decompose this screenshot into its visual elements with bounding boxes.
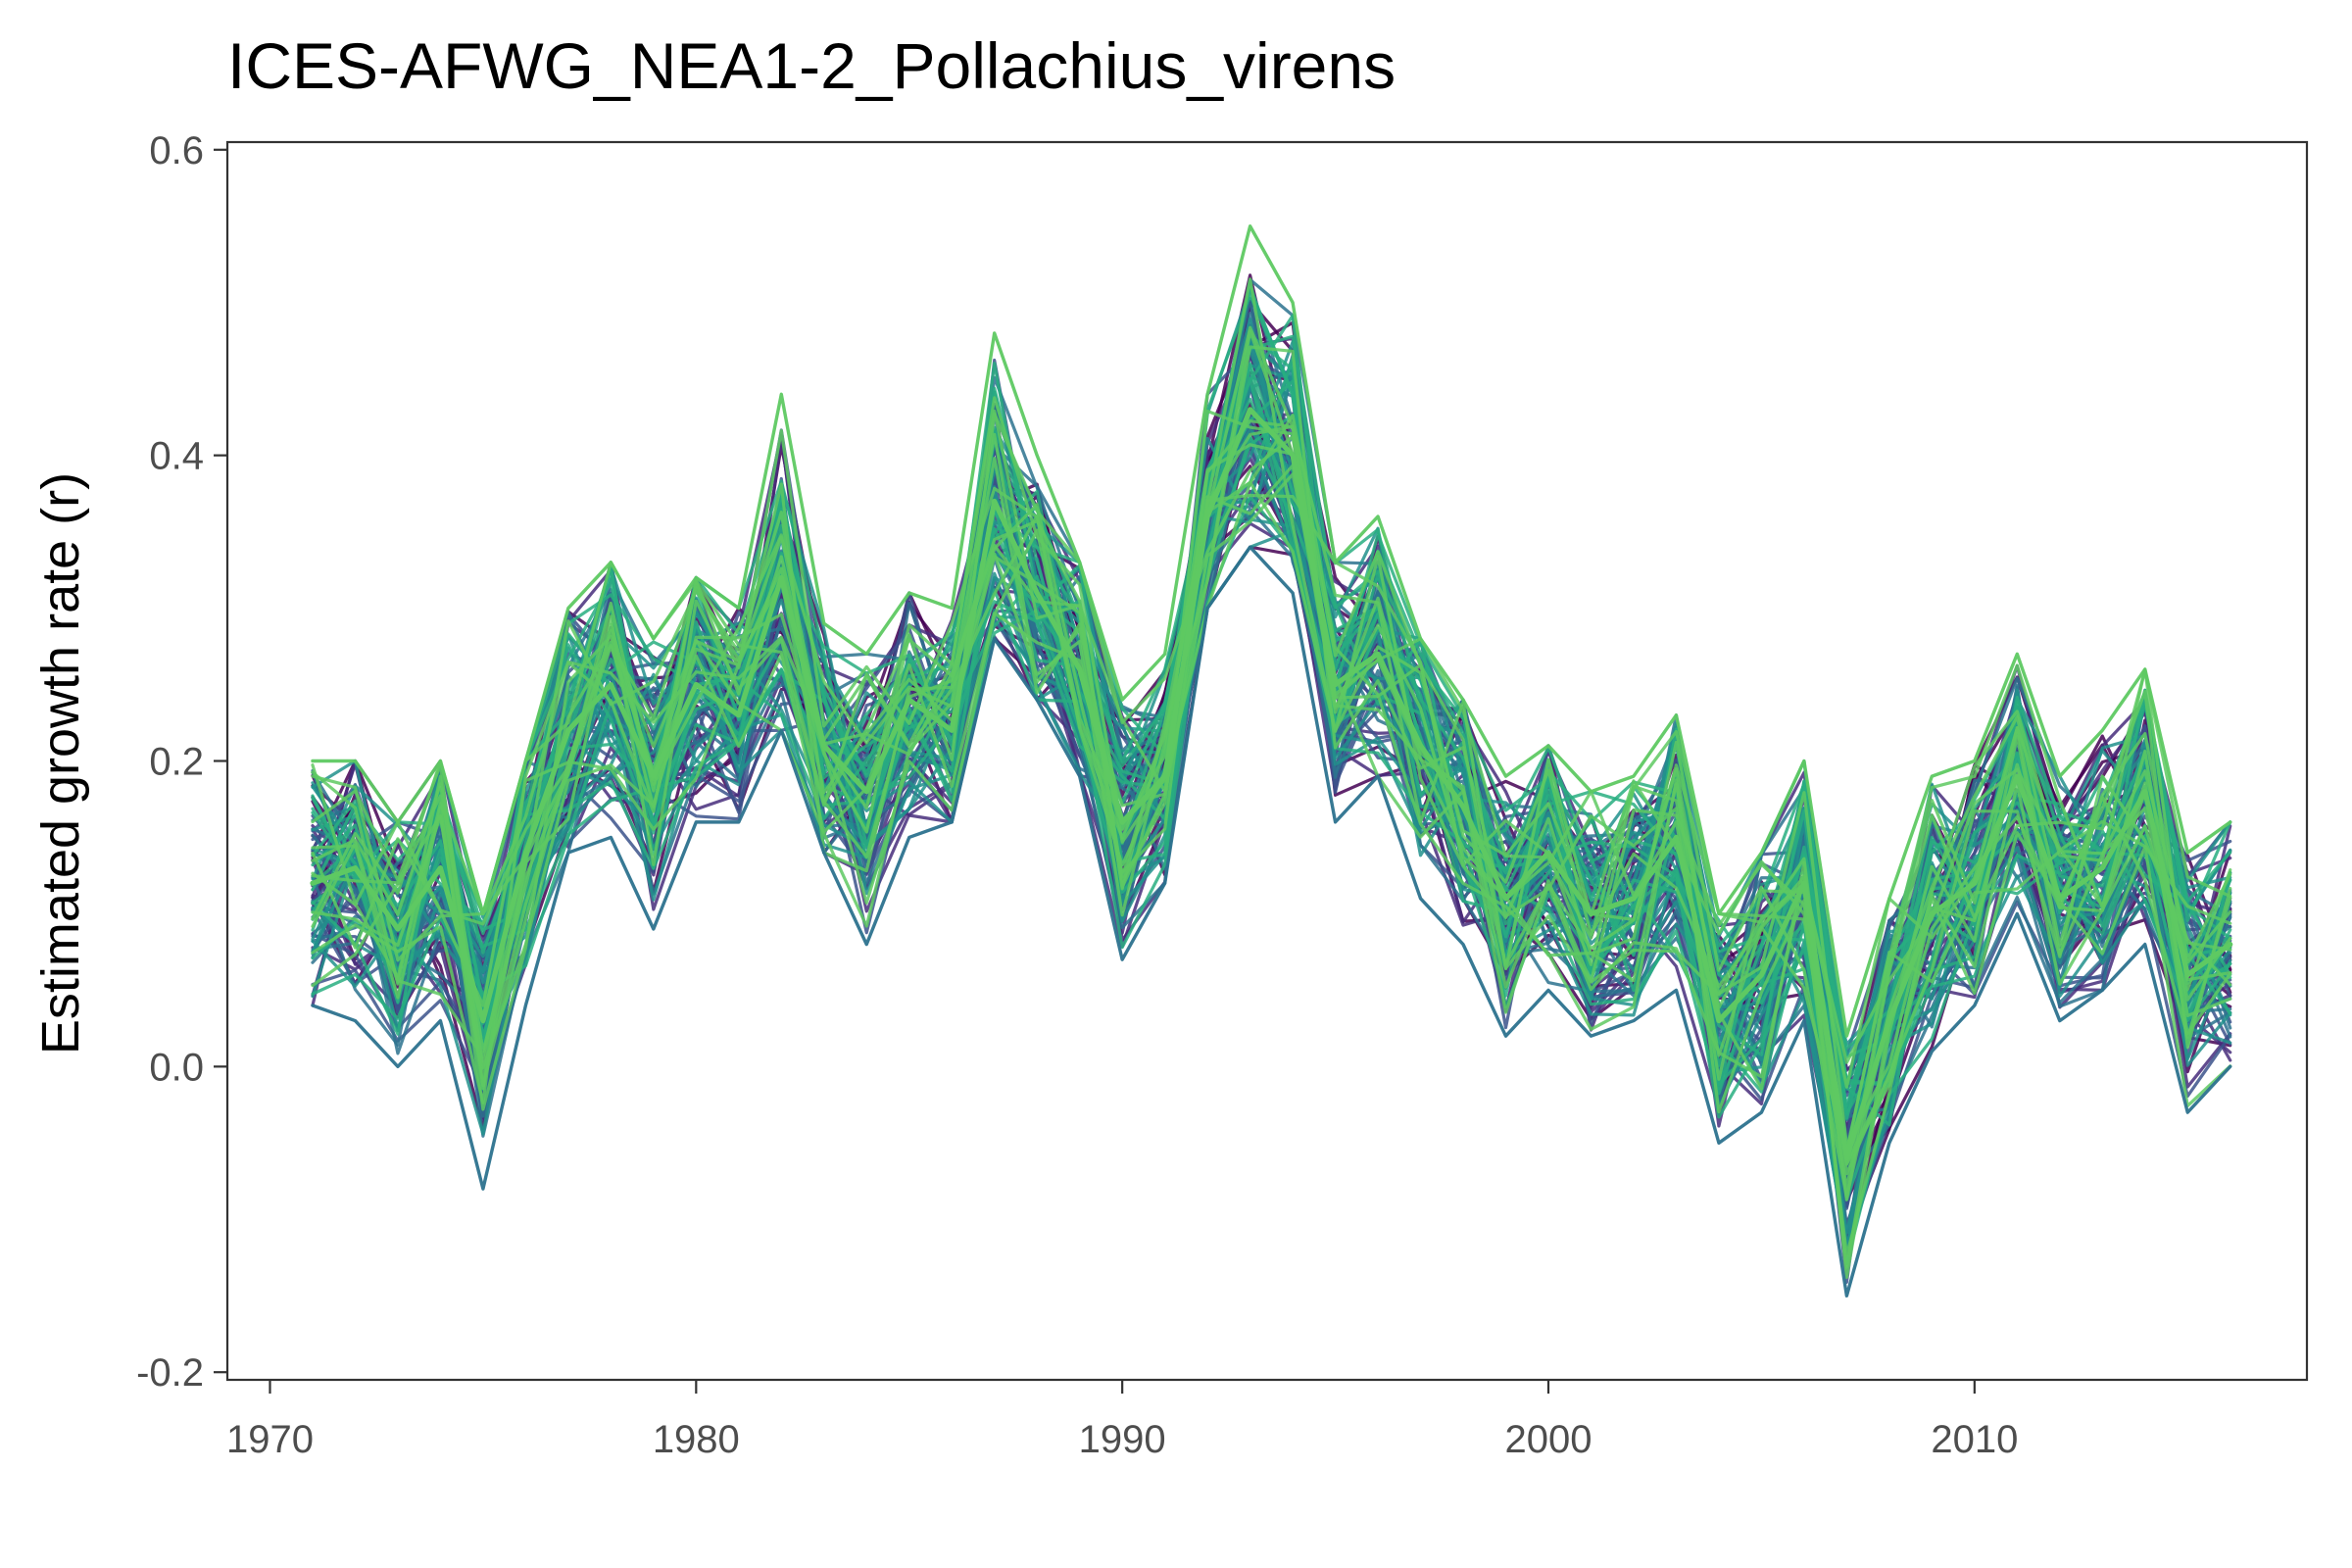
y-tick-label: 0.4 xyxy=(149,435,204,478)
series-layer xyxy=(310,224,2233,1298)
plot-border xyxy=(225,140,2309,1382)
y-tick-label: 0.6 xyxy=(149,129,204,172)
y-tick-label: 0.0 xyxy=(149,1046,204,1089)
x-tick-label: 1990 xyxy=(1079,1418,1166,1461)
x-tick-label: 2010 xyxy=(1931,1418,2018,1461)
replicate-line xyxy=(311,493,2232,1201)
replicate-line xyxy=(311,434,2232,1088)
x-tick-label: 2000 xyxy=(1504,1418,1592,1461)
central-series-line xyxy=(310,407,2233,1161)
chart-title: ICES-AFWG_NEA1-2_Pollachius_virens xyxy=(227,29,1396,102)
envelope-upper-line xyxy=(311,224,2232,1038)
y-tick-label: -0.2 xyxy=(136,1351,204,1395)
axis-layer: 1970 1980 1990 2000 2010 -0.2 0.0 0.2 0.4 0.6 xyxy=(136,129,2018,1461)
x-tick-label: 1980 xyxy=(653,1418,740,1461)
x-tick-label: 1970 xyxy=(226,1418,314,1461)
envelope-lower-line xyxy=(311,545,2232,1298)
y-tick-label: 0.2 xyxy=(149,741,204,784)
replicate-line xyxy=(311,277,2232,1190)
replicate-line xyxy=(311,325,2232,1280)
y-axis-label: Estimated growth rate (r) xyxy=(31,472,90,1054)
